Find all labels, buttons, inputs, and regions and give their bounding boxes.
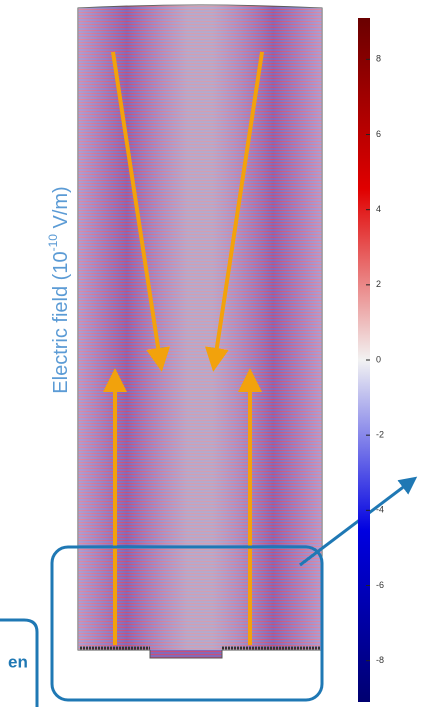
axis-label: Electric field (10-10 V/m) xyxy=(46,186,72,393)
colorbar-tick-label: 4 xyxy=(376,204,381,214)
colorbar-tick-label: 2 xyxy=(376,279,381,289)
highlight-box xyxy=(50,545,324,702)
colorbar-tick-label: -8 xyxy=(376,655,384,665)
colorbar xyxy=(358,18,370,702)
axis-label-exponent: -10 xyxy=(46,234,60,252)
colorbar-tick-label: 6 xyxy=(376,129,381,139)
axis-label-text: Electric field (10 xyxy=(50,251,72,393)
colorbar-tick-label: 8 xyxy=(376,54,381,64)
colorbar-tick-label: -2 xyxy=(376,430,384,440)
colorbar-tick-label: 0 xyxy=(376,354,381,364)
colorbar-tick-label: -6 xyxy=(376,580,384,590)
colorbar-tick-label: -4 xyxy=(376,505,384,515)
axis-label-unit: V/m) xyxy=(50,186,72,234)
pointer-arrow xyxy=(299,476,418,567)
arrows xyxy=(103,51,264,645)
inset-box xyxy=(0,618,39,707)
field-plot xyxy=(77,4,323,659)
inset-text: en xyxy=(8,652,28,671)
